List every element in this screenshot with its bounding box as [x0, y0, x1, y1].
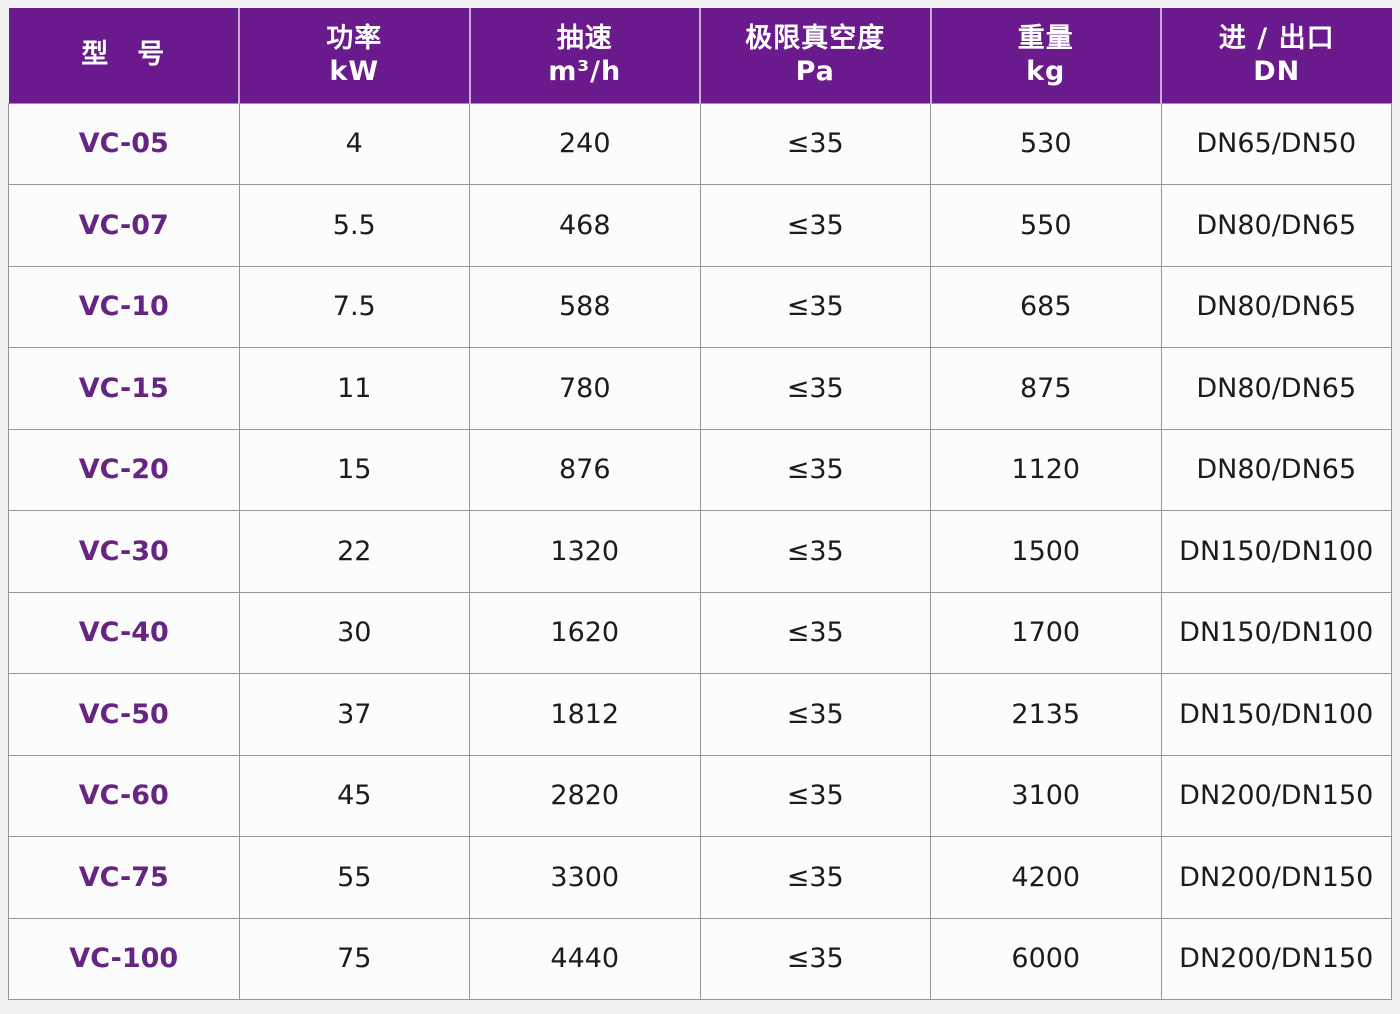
vacuum-cell: ≤35	[699, 591, 931, 674]
ports-cell: DN150/DN100	[1160, 673, 1392, 756]
table-row: VC-30 22 1320 ≤35 1500 DN150/DN100	[8, 510, 1392, 593]
ports-cell: DN65/DN50	[1160, 102, 1392, 185]
vacuum-cell: ≤35	[699, 184, 931, 267]
model-cell: VC-20	[8, 428, 240, 511]
power-cell: 5.5	[238, 184, 470, 267]
model-cell: VC-75	[8, 836, 240, 919]
speed-cell: 1620	[469, 591, 701, 674]
col-header-ports-label: 进 / 出口	[1218, 22, 1335, 54]
model-cell: VC-100	[8, 917, 240, 1000]
vacuum-cell: ≤35	[699, 673, 931, 756]
table-row: VC-15 11 780 ≤35 875 DN80/DN65	[8, 347, 1392, 430]
ports-cell: DN80/DN65	[1160, 265, 1392, 348]
col-header-power: 功率 kW	[238, 8, 470, 103]
col-header-ports: 进 / 出口 DN	[1160, 8, 1392, 103]
speed-cell: 468	[469, 184, 701, 267]
weight-cell: 1700	[930, 591, 1162, 674]
ports-cell: DN200/DN150	[1160, 917, 1392, 1000]
table-row: VC-75 55 3300 ≤35 4200 DN200/DN150	[8, 836, 1392, 919]
table-row: VC-40 30 1620 ≤35 1700 DN150/DN100	[8, 591, 1392, 674]
power-cell: 4	[238, 102, 470, 185]
model-cell: VC-10	[8, 265, 240, 348]
ports-cell: DN150/DN100	[1160, 591, 1392, 674]
table-row: VC-05 4 240 ≤35 530 DN65/DN50	[8, 102, 1392, 185]
col-header-power-unit: kW	[329, 56, 380, 88]
table-row: VC-10 7.5 588 ≤35 685 DN80/DN65	[8, 265, 1392, 348]
header-row: 型 号 功率 kW 抽速 m³/h 极限真空度 Pa 重量 kg	[8, 8, 1392, 103]
vacuum-cell: ≤35	[699, 347, 931, 430]
col-header-vacuum-label: 极限真空度	[745, 22, 886, 54]
weight-cell: 2135	[930, 673, 1162, 756]
power-cell: 37	[238, 673, 470, 756]
table-row: VC-60 45 2820 ≤35 3100 DN200/DN150	[8, 754, 1392, 837]
spec-table: 型 号 功率 kW 抽速 m³/h 极限真空度 Pa 重量 kg	[8, 8, 1392, 1000]
model-cell: VC-40	[8, 591, 240, 674]
speed-cell: 4440	[469, 917, 701, 1000]
power-cell: 15	[238, 428, 470, 511]
ports-cell: DN80/DN65	[1160, 347, 1392, 430]
power-cell: 11	[238, 347, 470, 430]
ports-cell: DN150/DN100	[1160, 510, 1392, 593]
col-header-weight-label: 重量	[1017, 22, 1074, 54]
model-cell: VC-05	[8, 102, 240, 185]
spec-table-header: 型 号 功率 kW 抽速 m³/h 极限真空度 Pa 重量 kg	[8, 8, 1392, 103]
weight-cell: 550	[930, 184, 1162, 267]
vacuum-cell: ≤35	[699, 836, 931, 919]
speed-cell: 588	[469, 265, 701, 348]
vacuum-cell: ≤35	[699, 428, 931, 511]
speed-cell: 780	[469, 347, 701, 430]
weight-cell: 3100	[930, 754, 1162, 837]
table-body: VC-05 4 240 ≤35 530 DN65/DN50 VC-07 5.5 468 ≤35 55…	[8, 102, 1392, 1000]
col-header-vacuum-unit: Pa	[795, 56, 835, 88]
model-cell: VC-50	[8, 673, 240, 756]
speed-cell: 1812	[469, 673, 701, 756]
vacuum-cell: ≤35	[699, 265, 931, 348]
pump-spec-table: 型 号 功率 kW 抽速 m³/h 极限真空度 Pa 重量 kg	[8, 8, 1392, 1000]
table-row: VC-20 15 876 ≤35 1120 DN80/DN65	[8, 428, 1392, 511]
power-cell: 30	[238, 591, 470, 674]
weight-cell: 875	[930, 347, 1162, 430]
speed-cell: 240	[469, 102, 701, 185]
weight-cell: 1120	[930, 428, 1162, 511]
col-header-weight-unit: kg	[1026, 56, 1066, 88]
col-header-ports-unit: DN	[1253, 56, 1301, 88]
col-header-vacuum: 极限真空度 Pa	[699, 8, 931, 103]
weight-cell: 6000	[930, 917, 1162, 1000]
speed-cell: 3300	[469, 836, 701, 919]
weight-cell: 4200	[930, 836, 1162, 919]
col-header-speed-unit: m³/h	[548, 56, 622, 88]
weight-cell: 1500	[930, 510, 1162, 593]
speed-cell: 2820	[469, 754, 701, 837]
vacuum-cell: ≤35	[699, 754, 931, 837]
table-row: VC-50 37 1812 ≤35 2135 DN150/DN100	[8, 673, 1392, 756]
weight-cell: 530	[930, 102, 1162, 185]
ports-cell: DN80/DN65	[1160, 428, 1392, 511]
ports-cell: DN200/DN150	[1160, 754, 1392, 837]
vacuum-cell: ≤35	[699, 510, 931, 593]
ports-cell: DN80/DN65	[1160, 184, 1392, 267]
speed-cell: 876	[469, 428, 701, 511]
table-row: VC-100 75 4440 ≤35 6000 DN200/DN150	[8, 917, 1392, 1000]
power-cell: 7.5	[238, 265, 470, 348]
model-cell: VC-30	[8, 510, 240, 593]
power-cell: 75	[238, 917, 470, 1000]
col-header-weight: 重量 kg	[929, 8, 1161, 103]
col-header-speed: 抽速 m³/h	[468, 8, 700, 103]
power-cell: 55	[238, 836, 470, 919]
col-header-power-label: 功率	[326, 22, 383, 54]
col-header-model: 型 号	[8, 8, 239, 103]
col-header-speed-label: 抽速	[556, 22, 613, 54]
ports-cell: DN200/DN150	[1160, 836, 1392, 919]
model-cell: VC-07	[8, 184, 240, 267]
vacuum-cell: ≤35	[699, 917, 931, 1000]
power-cell: 45	[238, 754, 470, 837]
power-cell: 22	[238, 510, 470, 593]
weight-cell: 685	[930, 265, 1162, 348]
speed-cell: 1320	[469, 510, 701, 593]
model-cell: VC-60	[8, 754, 240, 837]
col-header-model-label: 型 号	[81, 39, 166, 71]
model-cell: VC-15	[8, 347, 240, 430]
table-row: VC-07 5.5 468 ≤35 550 DN80/DN65	[8, 184, 1392, 267]
vacuum-cell: ≤35	[699, 102, 931, 185]
